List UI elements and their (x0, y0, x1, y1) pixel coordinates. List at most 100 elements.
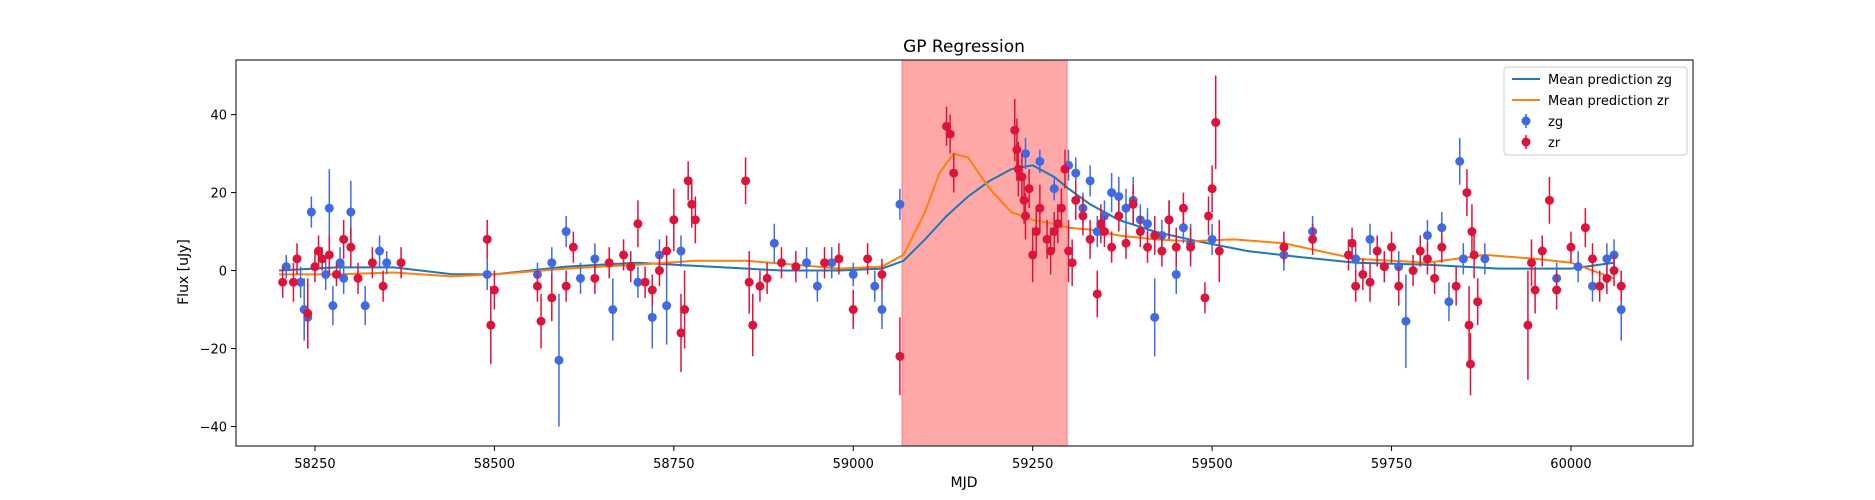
point-zr (1060, 164, 1070, 174)
point-zr (278, 277, 288, 287)
y-tick-label: 40 (210, 109, 227, 124)
point-zg (1422, 230, 1432, 240)
point-zr (486, 320, 496, 330)
x-axis-label: MJD (951, 475, 978, 491)
point-zg (676, 246, 686, 256)
point-zg (827, 258, 837, 268)
point-zr (619, 250, 629, 260)
point-zr (1021, 211, 1031, 221)
point-zg (306, 207, 316, 217)
point-zr (949, 168, 959, 178)
point-zr (687, 199, 697, 209)
point-zg (1602, 254, 1612, 264)
point-zr (1064, 246, 1074, 256)
point-zg (1480, 254, 1490, 264)
point-zr (1580, 223, 1590, 233)
legend-box (1503, 66, 1688, 156)
point-zg (1071, 168, 1081, 178)
point-zr (1204, 211, 1214, 221)
x-tick-label: 58500 (474, 457, 515, 472)
point-zr (1394, 281, 1404, 291)
point-zr (1351, 281, 1361, 291)
point-zr (324, 250, 334, 260)
point-zr (339, 234, 349, 244)
point-zg (1588, 281, 1598, 291)
point-zr (895, 351, 905, 361)
legend-label: zg (1548, 115, 1563, 130)
point-zg (360, 301, 370, 311)
point-zr (482, 234, 492, 244)
point-zg (1049, 184, 1059, 194)
point-zr (536, 316, 546, 326)
x-tick-label: 58750 (653, 457, 694, 472)
point-zg (812, 281, 822, 291)
point-zr (1017, 172, 1027, 182)
point-zr (1467, 227, 1477, 237)
point-zr (1379, 262, 1389, 272)
point-zg (1121, 203, 1131, 213)
point-zr (1031, 227, 1041, 237)
point-zg (1092, 227, 1102, 237)
point-zr (1372, 246, 1382, 256)
point-zg (1351, 254, 1361, 264)
point-zr (547, 293, 557, 303)
point-zr (378, 281, 388, 291)
point-zr (1186, 242, 1196, 252)
point-zr (1595, 281, 1605, 291)
point-zg (662, 301, 672, 311)
point-zg (647, 312, 657, 322)
point-zr (848, 305, 858, 315)
point-zr (942, 121, 952, 131)
plot-area: 58250 58500 58750 59000 59250 59500 59750 60000… (200, 59, 1694, 472)
point-zg (877, 305, 887, 315)
point-zg (339, 273, 349, 283)
point-zg (1114, 191, 1124, 201)
point-zr (791, 262, 801, 272)
point-zr (669, 215, 679, 225)
point-zr (1464, 320, 1474, 330)
point-zr (314, 246, 324, 256)
point-zg (1455, 156, 1465, 166)
point-zr (1544, 195, 1554, 205)
chart-title: GP Regression (903, 37, 1025, 57)
point-zr (1347, 238, 1357, 248)
point-zr (1099, 227, 1109, 237)
point-zr (1035, 203, 1045, 213)
point-zg (482, 269, 492, 279)
point-zg (576, 273, 586, 283)
point-zr (626, 262, 636, 272)
point-zr (1537, 246, 1547, 256)
point-zr (1523, 320, 1533, 330)
point-zr (310, 262, 320, 272)
point-zg (1437, 223, 1447, 233)
point-zr (1171, 242, 1181, 252)
point-zr (683, 176, 693, 186)
point-zr (1602, 273, 1612, 283)
point-zr (303, 308, 313, 318)
point-zg (321, 269, 331, 279)
point-zr (317, 254, 327, 264)
y-tick-label: −40 (200, 421, 227, 436)
point-zr (1566, 242, 1576, 252)
point-zg (870, 281, 880, 291)
point-zr (762, 273, 772, 283)
point-zr (834, 254, 844, 264)
x-tick-label: 58250 (294, 457, 335, 472)
point-zr (1530, 285, 1540, 295)
point-zr (755, 281, 765, 291)
highlight-span (901, 59, 1068, 447)
point-zr (1527, 258, 1537, 268)
point-zr (1588, 254, 1598, 264)
point-zg (1401, 316, 1411, 326)
point-zr (1279, 242, 1289, 252)
x-tick-label: 59750 (1371, 457, 1412, 472)
point-zr (1214, 246, 1224, 256)
point-zr (1473, 297, 1483, 307)
point-zr (1164, 215, 1174, 225)
y-tick-label: 20 (210, 187, 227, 202)
point-zg (1021, 149, 1031, 159)
point-zr (1085, 234, 1095, 244)
point-zr (1178, 203, 1188, 213)
point-zr (1343, 250, 1353, 260)
point-zr (1437, 242, 1447, 252)
